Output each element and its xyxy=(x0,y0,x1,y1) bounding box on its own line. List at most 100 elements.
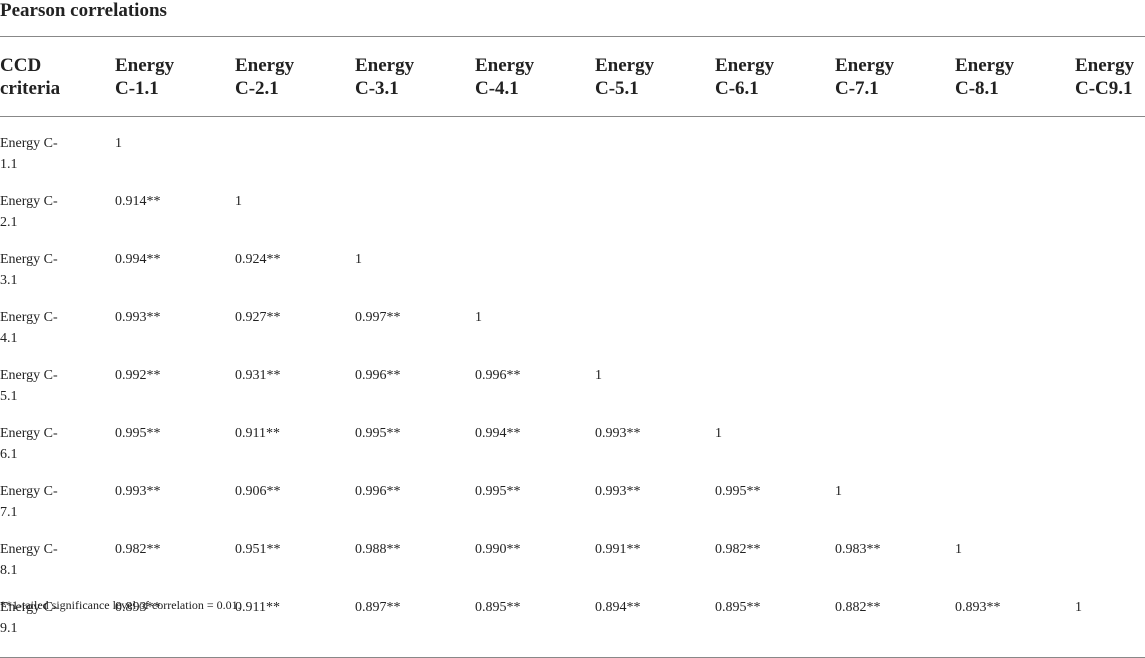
cell: 0.988** xyxy=(355,523,475,581)
column-header: Energy C-2.1 xyxy=(235,37,355,117)
cell: 0.982** xyxy=(715,523,835,581)
cell: 0.995** xyxy=(715,465,835,523)
cell: 0.895** xyxy=(475,581,595,657)
cell-text: 1 xyxy=(715,426,722,441)
table-row: Energy C-2.1 0.914** 1 xyxy=(0,175,1145,233)
cell-text: 0.951** xyxy=(235,542,281,557)
cell-text: 0.983** xyxy=(835,542,881,557)
cell xyxy=(595,291,715,349)
cell xyxy=(835,175,955,233)
table-title: Pearson correlations xyxy=(0,0,167,21)
cell xyxy=(955,175,1075,233)
header-text: Energy C-7.1 xyxy=(835,54,895,99)
column-header: Energy C-C9.1 xyxy=(1075,37,1145,117)
cell xyxy=(715,175,835,233)
column-header: Energy C-3.1 xyxy=(355,37,475,117)
row-label: Energy C-5.1 xyxy=(0,349,115,407)
cell: 0.931** xyxy=(235,349,355,407)
header-text: Energy C-4.1 xyxy=(475,54,535,99)
cell: 0.911** xyxy=(235,581,355,657)
cell xyxy=(1075,291,1145,349)
cell-text: 0.897** xyxy=(355,600,401,615)
cell: 1 xyxy=(955,523,1075,581)
row-label: Energy C-2.1 xyxy=(0,175,115,233)
cell: 1 xyxy=(235,175,355,233)
cell-text: 1 xyxy=(475,310,482,325)
header-text: Energy C-1.1 xyxy=(115,54,175,99)
table-row: Energy C-5.1 0.992** 0.931** 0.996** 0.996**… xyxy=(0,349,1145,407)
cell-text: 0.993** xyxy=(595,484,641,499)
cell: 0.895** xyxy=(715,581,835,657)
cell-text: 0.991** xyxy=(595,542,641,557)
cell: 0.995** xyxy=(475,465,595,523)
cell-text: 0.982** xyxy=(715,542,761,557)
row-label: Energy C-1.1 xyxy=(0,117,115,176)
row-label-text: Energy C-4.1 xyxy=(0,310,58,346)
table-row: Energy C-6.1 0.995** 0.911** 0.995** 0.994**… xyxy=(0,407,1145,465)
cell xyxy=(715,117,835,176)
cell xyxy=(835,291,955,349)
column-header: Energy C-6.1 xyxy=(715,37,835,117)
cell: 0.894** xyxy=(595,581,715,657)
row-label: Energy C-3.1 xyxy=(0,233,115,291)
column-header: Energy C-8.1 xyxy=(955,37,1075,117)
cell-text: 0.994** xyxy=(475,426,521,441)
row-label-text: Energy C-6.1 xyxy=(0,426,58,462)
column-header: Energy C-4.1 xyxy=(475,37,595,117)
cell xyxy=(1075,117,1145,176)
cell xyxy=(1075,175,1145,233)
row-label-text: Energy C-2.1 xyxy=(0,194,58,230)
cell: 1 xyxy=(115,117,235,176)
cell: 1 xyxy=(835,465,955,523)
cell: 0.993** xyxy=(595,407,715,465)
cell: 1 xyxy=(1075,581,1145,657)
cell-text: 0.993** xyxy=(115,310,161,325)
cell: 0.882** xyxy=(835,581,955,657)
cell xyxy=(595,175,715,233)
cell: 0.951** xyxy=(235,523,355,581)
cell xyxy=(1075,407,1145,465)
cell-text: 0.988** xyxy=(355,542,401,557)
cell: 0.982** xyxy=(115,523,235,581)
cell: 0.995** xyxy=(355,407,475,465)
cell xyxy=(595,233,715,291)
cell: 1 xyxy=(355,233,475,291)
cell-text: 0.893** xyxy=(115,600,161,615)
header-text: Energy C-2.1 xyxy=(235,54,295,99)
cell xyxy=(835,117,955,176)
cell-text: 0.882** xyxy=(835,600,881,615)
cell xyxy=(355,117,475,176)
cell xyxy=(715,291,835,349)
cell: 0.993** xyxy=(115,291,235,349)
cell-text: 0.914** xyxy=(115,194,161,209)
cell xyxy=(835,233,955,291)
row-label: Energy C-7.1 xyxy=(0,465,115,523)
cell-text: 0.924** xyxy=(235,252,281,267)
cell xyxy=(1075,349,1145,407)
cell-text: 0.982** xyxy=(115,542,161,557)
cell xyxy=(715,233,835,291)
row-label: Energy C-8.1 xyxy=(0,523,115,581)
header-text: Energy C-8.1 xyxy=(955,54,1015,99)
cell xyxy=(1075,523,1145,581)
header-text: Energy C-3.1 xyxy=(355,54,415,99)
cell-text: 0.911** xyxy=(235,600,280,615)
cell: 0.911** xyxy=(235,407,355,465)
cell: 0.893** xyxy=(115,581,235,657)
cell-text: 0.931** xyxy=(235,368,281,383)
table-row: Energy C-3.1 0.994** 0.924** 1 xyxy=(0,233,1145,291)
row-label-text: Energy C-5.1 xyxy=(0,368,58,404)
table-row: Energy C-8.1 0.982** 0.951** 0.988** 0.990**… xyxy=(0,523,1145,581)
header-row: CCD criteria Energy C-1.1 Energy C-2.1 Ener… xyxy=(0,36,1145,117)
cell: 0.993** xyxy=(595,465,715,523)
cell-text: 0.992** xyxy=(115,368,161,383)
column-header: Energy C-5.1 xyxy=(595,37,715,117)
row-label-text: Energy C-7.1 xyxy=(0,484,58,520)
cell: 1 xyxy=(715,407,835,465)
row-label: Energy C-9.1 xyxy=(0,581,115,657)
cell: 0.996** xyxy=(475,349,595,407)
cell-text: 1 xyxy=(955,542,962,557)
cell-text: 0.895** xyxy=(475,600,521,615)
cell-text: 0.997** xyxy=(355,310,401,325)
correlation-table: CCD criteria Energy C-1.1 Energy C-2.1 Ener… xyxy=(0,36,1145,658)
